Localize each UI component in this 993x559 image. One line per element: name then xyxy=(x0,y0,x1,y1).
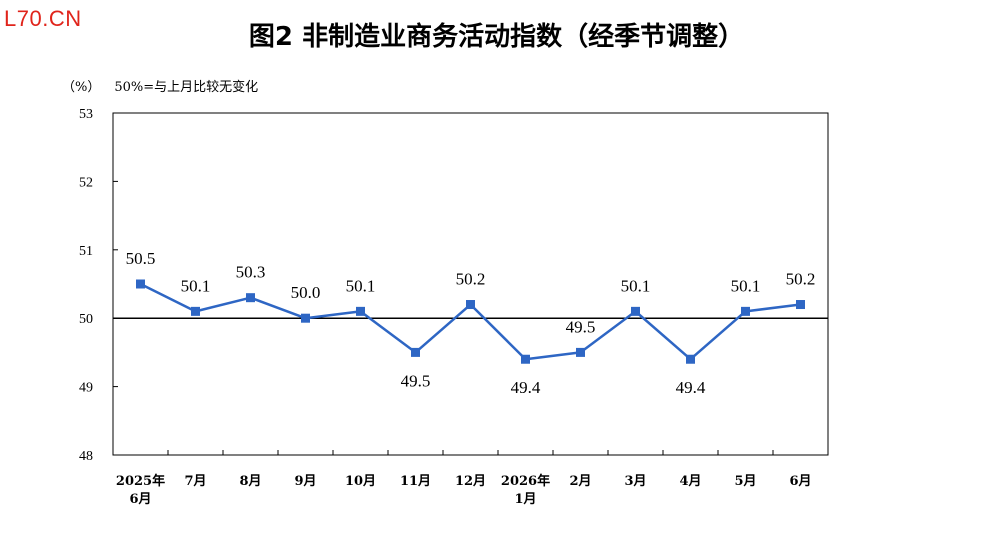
data-label: 50.0 xyxy=(291,283,321,302)
data-point-marker xyxy=(246,293,255,303)
data-point-marker xyxy=(191,306,200,316)
data-point-marker xyxy=(631,306,640,316)
unit-label: （%） xyxy=(62,80,101,95)
data-point-marker xyxy=(466,300,475,310)
data-point-marker xyxy=(741,306,750,316)
series-line xyxy=(139,282,801,361)
data-point-marker xyxy=(136,279,145,289)
data-point-marker xyxy=(796,300,805,310)
chart-title: 图2 非制造业商务活动指数（经季节调整） xyxy=(248,22,745,52)
data-point-marker xyxy=(356,306,365,316)
data-label: 49.4 xyxy=(676,378,706,397)
data-point-marker xyxy=(686,354,695,364)
x-tick-label: 2月 xyxy=(569,474,591,489)
x-tick-label: 9月 xyxy=(294,474,316,489)
data-label: 50.1 xyxy=(621,276,651,295)
plot-frame xyxy=(112,112,829,456)
data-point-marker xyxy=(521,354,530,364)
data-point-marker xyxy=(411,347,420,357)
data-label: 50.1 xyxy=(731,276,761,295)
y-tick-label: 48 xyxy=(79,449,93,464)
x-tick-label: 11月 xyxy=(400,474,431,489)
data-label: 50.2 xyxy=(456,270,486,289)
data-point-marker xyxy=(301,313,310,323)
baseline-note: 50%=与上月比较无变化 xyxy=(114,80,259,95)
data-label: 49.5 xyxy=(401,371,431,390)
x-tick-label: 7月 xyxy=(184,474,206,489)
y-tick-label: 51 xyxy=(79,244,93,259)
y-tick-label: 49 xyxy=(79,381,93,396)
data-label: 50.1 xyxy=(346,276,376,295)
x-tick-label: 6月 xyxy=(789,474,811,489)
data-label: 49.5 xyxy=(566,317,596,336)
x-tick-label: 3月 xyxy=(624,474,646,489)
data-label: 49.4 xyxy=(511,378,541,397)
data-label: 50.1 xyxy=(181,276,211,295)
data-label: 50.3 xyxy=(236,263,266,282)
x-tick-label: 2025年 6月 xyxy=(116,473,165,507)
watermark-logo: L70.CN xyxy=(4,6,82,31)
x-tick-label: 5月 xyxy=(734,474,756,489)
data-label: 50.5 xyxy=(126,249,156,268)
y-tick-label: 52 xyxy=(79,175,93,190)
x-tick-label: 12月 xyxy=(455,474,486,489)
x-tick-label: 8月 xyxy=(239,474,261,489)
unit-note: （%） 50%=与上月比较无变化 xyxy=(62,76,272,95)
y-tick-label: 50 xyxy=(79,312,93,327)
x-tick-label: 10月 xyxy=(345,474,376,489)
x-tick-label: 4月 xyxy=(679,474,701,489)
y-tick-label: 53 xyxy=(79,107,93,122)
data-point-marker xyxy=(576,347,585,357)
x-tick-label: 2026年 1月 xyxy=(501,473,550,507)
data-label: 50.2 xyxy=(786,270,816,289)
